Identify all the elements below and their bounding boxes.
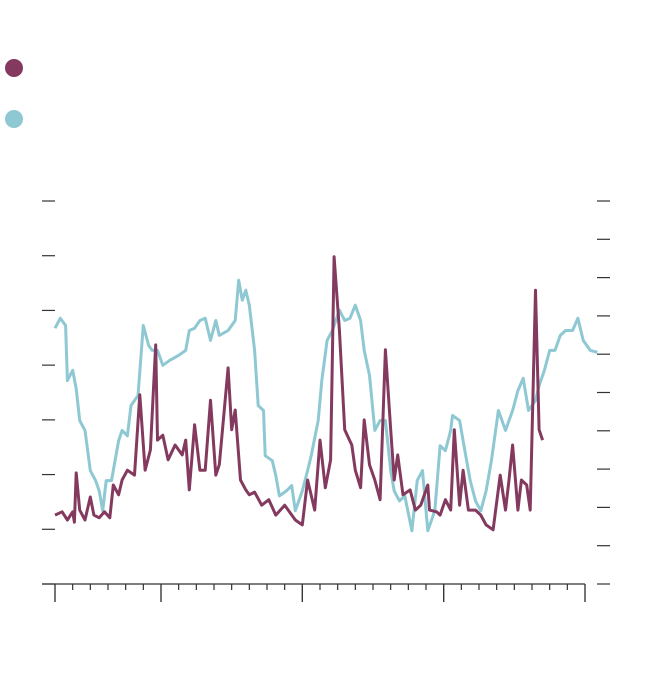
legend-marker xyxy=(5,59,23,77)
series-line xyxy=(54,255,545,532)
series-line xyxy=(53,278,598,533)
legend-marker xyxy=(5,110,23,128)
